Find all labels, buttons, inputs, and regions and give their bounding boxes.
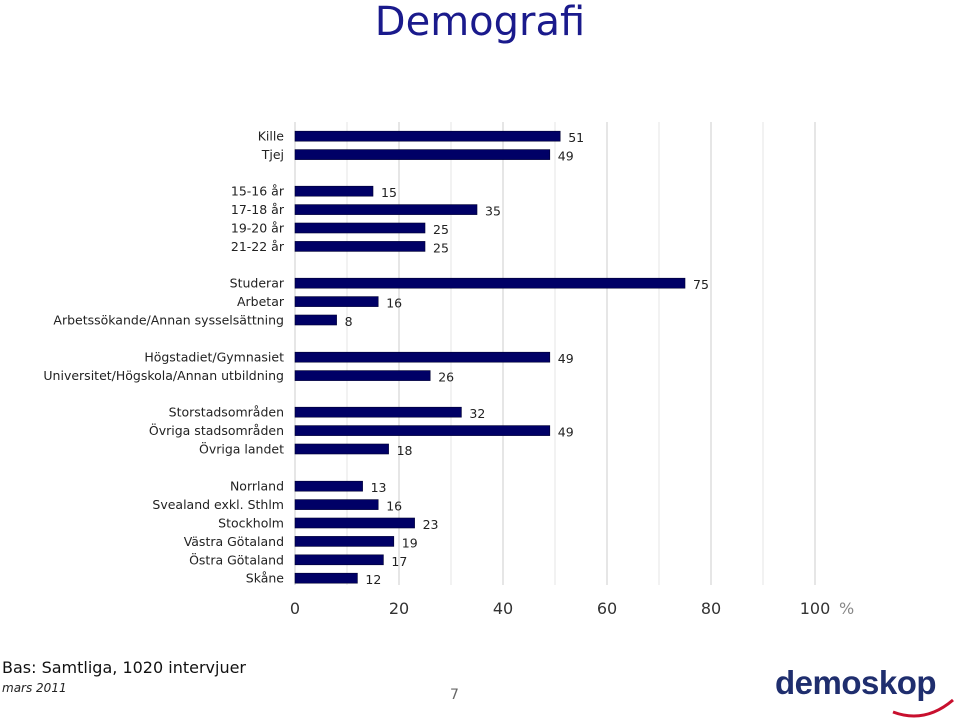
value-label: 18 (397, 443, 413, 458)
report-date: mars 2011 (2, 681, 67, 695)
category-label: Övriga stadsområden (149, 422, 284, 438)
bar (294, 314, 337, 326)
value-label: 49 (558, 425, 574, 440)
category-label: Västra Götaland (184, 534, 284, 549)
category-label: Studerar (230, 276, 285, 291)
category-label: 19-20 år (231, 221, 285, 236)
value-label: 35 (485, 204, 501, 219)
bar (294, 296, 379, 307)
value-label: 8 (345, 314, 353, 329)
value-label: 49 (558, 149, 574, 164)
bar (294, 443, 389, 455)
value-label: 15 (381, 185, 397, 200)
bar (294, 222, 426, 234)
value-label: 16 (386, 499, 402, 514)
x-tick-label: 40 (493, 599, 513, 618)
bar (294, 499, 379, 510)
category-label: Stockholm (218, 516, 284, 531)
bar (294, 554, 384, 566)
base-note: Bas: Samtliga, 1020 intervjuer (2, 658, 246, 677)
category-label: Tjej (261, 147, 284, 162)
category-label: 17-18 år (231, 202, 285, 217)
value-label: 51 (568, 130, 584, 145)
category-label: 15-16 år (231, 184, 285, 199)
bar (294, 351, 551, 363)
page-number: 7 (450, 687, 459, 703)
bar (294, 277, 686, 289)
category-label: 21-22 år (231, 239, 285, 254)
value-label: 49 (558, 351, 574, 366)
value-label: 19 (402, 535, 418, 550)
bar (294, 406, 462, 418)
value-label: 17 (391, 554, 407, 569)
category-label: Skåne (246, 571, 285, 586)
bar (294, 536, 395, 547)
bars (294, 130, 686, 584)
value-label: 25 (433, 240, 449, 255)
x-tick-label: 60 (597, 599, 617, 618)
category-label: Kille (258, 129, 285, 144)
value-label: 75 (693, 277, 709, 292)
category-label: Arbetssökande/Annan sysselsättning (53, 313, 284, 328)
value-labels: 51 49 15 35 25 25 75 16 8 49 26 32 49 18 13 16 23 19 17 12 (345, 130, 709, 587)
category-label: Norrland (230, 479, 284, 494)
logo-text: demoskop (775, 664, 937, 701)
x-tick-label: 100 (800, 599, 831, 618)
demoskop-logo: demoskop (775, 664, 960, 724)
category-label: Östra Götaland (189, 551, 284, 567)
logo-swoosh-icon (892, 698, 954, 718)
bar (294, 185, 374, 197)
bar (294, 149, 551, 160)
value-label: 13 (371, 480, 387, 495)
bar (294, 480, 363, 492)
chart: Kille Tjej 15-16 år 17-18 år 19-20 år 21-22 å… (43, 122, 854, 618)
x-axis-ticks: 0 20 40 60 80 100% (290, 599, 854, 618)
bar (294, 241, 426, 252)
category-label: Svealand exkl. Sthlm (152, 497, 284, 512)
bar (294, 130, 561, 142)
bar (294, 204, 478, 215)
category-labels: Kille Tjej 15-16 år 17-18 år 19-20 år 21-22 å… (43, 129, 284, 586)
value-label: 16 (386, 296, 402, 311)
x-tick-label: 80 (701, 599, 721, 618)
category-label: Övriga landet (199, 441, 284, 457)
bar (294, 572, 358, 584)
bar (294, 370, 431, 381)
x-tick-label: 20 (389, 599, 409, 618)
value-label: 12 (365, 572, 381, 587)
category-label: Högstadiet/Gymnasiet (144, 350, 284, 365)
x-tick-label: 0 (290, 599, 300, 618)
category-label: Universitet/Högskola/Annan utbildning (43, 368, 284, 383)
bar (294, 425, 551, 436)
value-label: 23 (423, 517, 439, 532)
x-unit-label: % (839, 599, 854, 618)
category-label: Storstadsområden (169, 405, 284, 420)
value-label: 26 (438, 370, 454, 385)
category-label: Arbetar (237, 294, 285, 309)
bar (294, 517, 415, 529)
value-label: 32 (469, 406, 485, 421)
page-title: Demografi (374, 0, 586, 45)
value-label: 25 (433, 222, 449, 237)
